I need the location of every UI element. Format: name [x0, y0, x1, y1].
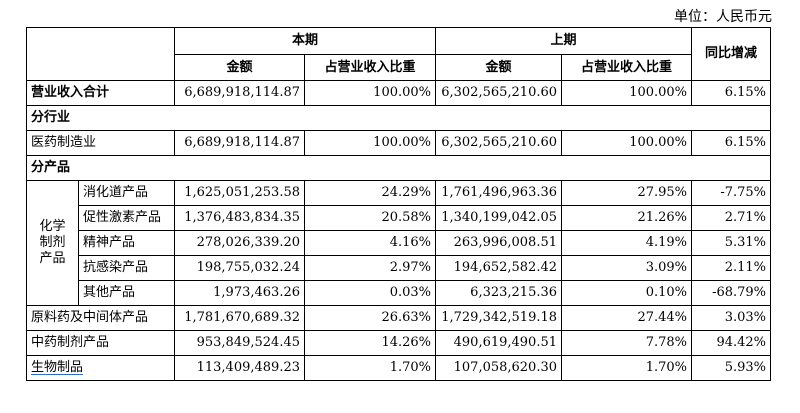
yoy-change: -7.75%: [691, 180, 772, 206]
row-label-link[interactable]: 生物制品: [26, 355, 175, 381]
table-row: 中药制剂产品 953,849,524.45 14.26% 490,619,490…: [26, 330, 772, 356]
cur-share: 2.97%: [303, 255, 437, 281]
header-cur-share: 占营业收入比重: [303, 54, 437, 81]
row-label: 营业收入合计: [26, 80, 175, 106]
cur-amount: 1,781,670,689.32: [174, 305, 305, 331]
cur-share: 26.63%: [303, 305, 437, 331]
header-cur-amount: 金额: [174, 54, 305, 81]
yoy-change: 2.11%: [691, 255, 772, 281]
prev-amount: 194,652,582.42: [435, 255, 563, 281]
yoy-change: 2.71%: [691, 205, 772, 231]
table-row: 生物制品 113,409,489.23 1.70% 107,058,620.30…: [26, 355, 772, 381]
row-label: 医药制造业: [26, 130, 175, 156]
section-row-product: 分产品: [25, 155, 772, 181]
cur-share: 14.26%: [303, 330, 437, 356]
row-label: 原料药及中间体产品: [26, 305, 175, 331]
table-row: 促性激素产品 1,376,483,834.35 20.58% 1,340,199…: [27, 205, 772, 231]
cur-share: 0.03%: [303, 280, 437, 306]
table-row: 原料药及中间体产品 1,781,670,689.32 26.63% 1,729,…: [26, 305, 772, 331]
chem-group-label: 化学 制剂 产品: [26, 180, 79, 306]
yoy-change: 6.15%: [691, 80, 772, 106]
industry-row: 医药制造业 6,689,918,114.87 100.00% 6,302,565…: [26, 130, 772, 156]
prev-amount: 6,302,565,210.60: [435, 80, 563, 106]
cur-amount: 1,376,483,834.35: [174, 205, 305, 231]
yoy-change: 94.42%: [691, 330, 772, 356]
prev-share: 3.09%: [561, 255, 693, 281]
table-row: 化学 制剂 产品 消化道产品 1,625,051,253.58 24.29% 1…: [26, 180, 772, 306]
cur-share: 24.29%: [303, 180, 437, 206]
prev-amount: 1,761,496,963.36: [435, 180, 563, 206]
section-row-industry: 分行业: [25, 105, 772, 131]
cur-amount: 113,409,489.23: [174, 355, 305, 381]
row-label: 精神产品: [78, 230, 175, 256]
chem-group-line: 化学: [39, 219, 66, 234]
yoy-change: 5.31%: [691, 230, 772, 256]
prev-amount: 1,729,342,519.18: [435, 305, 563, 331]
prev-amount: 1,340,199,042.05: [435, 205, 563, 231]
chem-group-line: 产品: [39, 251, 66, 266]
prev-share: 4.19%: [561, 230, 693, 256]
prev-share: 21.26%: [561, 205, 693, 231]
row-label: 促性激素产品: [78, 205, 175, 231]
header-prior-period: 上期: [435, 27, 693, 55]
yoy-change: -68.79%: [691, 280, 772, 306]
chem-group-line: 制剂: [39, 235, 66, 250]
row-label: 抗感染产品: [78, 255, 175, 281]
cur-amount: 278,026,339.20: [174, 230, 305, 256]
cur-amount: 1,973,463.26: [174, 280, 305, 306]
prev-share: 1.70%: [561, 355, 693, 381]
prev-amount: 107,058,620.30: [435, 355, 563, 381]
header-row-2: 金额 占营业收入比重 金额 占营业收入比重: [27, 54, 771, 81]
table-row: 其他产品 1,973,463.26 0.03% 6,323,215.36 0.1…: [27, 280, 772, 306]
bio-products-link[interactable]: 生物制品: [31, 360, 84, 375]
unit-label: 单位：人民币元: [674, 9, 772, 25]
cur-amount: 953,849,524.45: [174, 330, 305, 356]
prev-share: 7.78%: [561, 330, 693, 356]
cur-share: 100.00%: [303, 130, 437, 156]
table-row: 精神产品 278,026,339.20 4.16% 263,996,008.51…: [27, 230, 772, 256]
total-row: 营业收入合计 6,689,918,114.87 100.00% 6,302,56…: [26, 80, 772, 106]
section-title: 分行业: [25, 105, 772, 131]
header-prev-amount: 金额: [435, 54, 563, 81]
prev-share: 100.00%: [561, 130, 693, 156]
section-title: 分产品: [25, 155, 772, 181]
yoy-change: 6.15%: [691, 130, 772, 156]
cur-amount: 6,689,918,114.87: [174, 80, 305, 106]
prev-share: 0.10%: [561, 280, 693, 306]
header-row-1: 本期 上期 同比增减: [26, 27, 772, 81]
prev-share: 100.00%: [561, 80, 693, 106]
table-row: 抗感染产品 198,755,032.24 2.97% 194,652,582.4…: [27, 255, 772, 281]
cur-share: 1.70%: [303, 355, 437, 381]
cur-share: 20.58%: [303, 205, 437, 231]
prev-amount: 490,619,490.51: [435, 330, 563, 356]
cur-share: 100.00%: [303, 80, 437, 106]
row-label: 中药制剂产品: [26, 330, 175, 356]
prev-amount: 6,323,215.36: [435, 280, 563, 306]
header-prev-share: 占营业收入比重: [561, 54, 693, 81]
header-yoy-change: 同比增减: [691, 27, 772, 81]
yoy-change: 5.93%: [691, 355, 772, 381]
prev-share: 27.95%: [561, 180, 693, 206]
header-current-period: 本期: [173, 27, 437, 55]
prev-amount: 6,302,565,210.60: [435, 130, 563, 156]
cur-share: 4.16%: [303, 230, 437, 256]
row-label: 消化道产品: [78, 180, 175, 206]
cur-amount: 6,689,918,114.87: [174, 130, 305, 156]
row-label: 其他产品: [78, 280, 175, 306]
prev-amount: 263,996,008.51: [435, 230, 563, 256]
yoy-change: 3.03%: [691, 305, 772, 331]
header-corner: [26, 27, 175, 81]
prev-share: 27.44%: [561, 305, 693, 331]
revenue-table: 本期 上期 同比增减 金额 占营业收入比重 金额 占营业收入比重 营业收入合计 …: [25, 27, 772, 381]
cur-amount: 198,755,032.24: [174, 255, 305, 281]
cur-amount: 1,625,051,253.58: [174, 180, 305, 206]
